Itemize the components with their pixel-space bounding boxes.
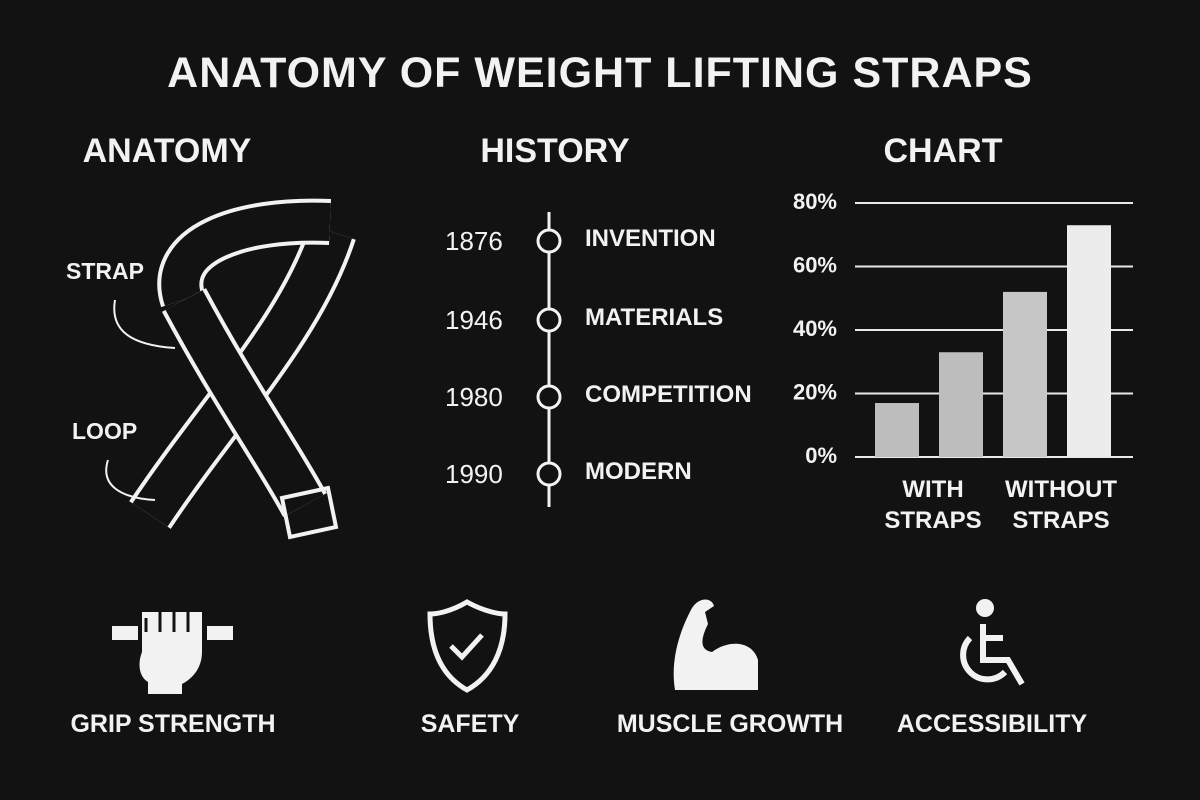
bar xyxy=(939,352,983,457)
event-year: 1990 xyxy=(445,459,503,489)
section-heading: HISTORY xyxy=(480,132,630,170)
strap-illustration xyxy=(105,198,356,540)
event-label: MODERN xyxy=(585,458,692,485)
grip-icon xyxy=(112,612,233,694)
bar xyxy=(1003,291,1047,457)
part-label: STRAP xyxy=(66,258,144,284)
feature-label: SAFETY xyxy=(420,710,520,738)
x-tick-label: WITH STRAPS xyxy=(884,476,982,534)
muscle-icon xyxy=(673,599,758,690)
part-label: LOOP xyxy=(72,418,138,444)
feature-label: ACCESSIBILITY xyxy=(896,710,1088,738)
bar xyxy=(875,403,919,457)
event-year: 1946 xyxy=(445,305,503,335)
accessibility-icon xyxy=(960,599,1025,686)
section-heading: CHART xyxy=(883,132,1003,170)
event-label: INVENTION xyxy=(585,225,716,252)
bar xyxy=(1067,225,1111,457)
section-heading: ANATOMY xyxy=(82,132,252,170)
timeline xyxy=(536,212,562,507)
y-tick-label: 0% xyxy=(805,443,837,468)
shield-icon xyxy=(427,599,508,693)
event-year: 1876 xyxy=(445,226,503,256)
event-label: MATERIALS xyxy=(585,304,724,331)
event-year: 1980 xyxy=(445,382,503,412)
page-title: ANATOMY OF WEIGHT LIFTING STRAPS xyxy=(167,49,1033,97)
y-tick-label: 60% xyxy=(793,252,837,277)
feature-label: MUSCLE GROWTH xyxy=(616,710,844,738)
feature-label: GRIP STRENGTH xyxy=(70,710,276,738)
x-tick-label: WITHOUT STRAPS xyxy=(1005,476,1117,534)
y-tick-label: 40% xyxy=(793,316,837,341)
y-tick-label: 80% xyxy=(793,189,837,214)
event-label: COMPETITION xyxy=(585,381,752,408)
bar-chart: 0% 20% 40% 60% 80% xyxy=(793,189,1133,468)
y-tick-label: 20% xyxy=(793,379,837,404)
